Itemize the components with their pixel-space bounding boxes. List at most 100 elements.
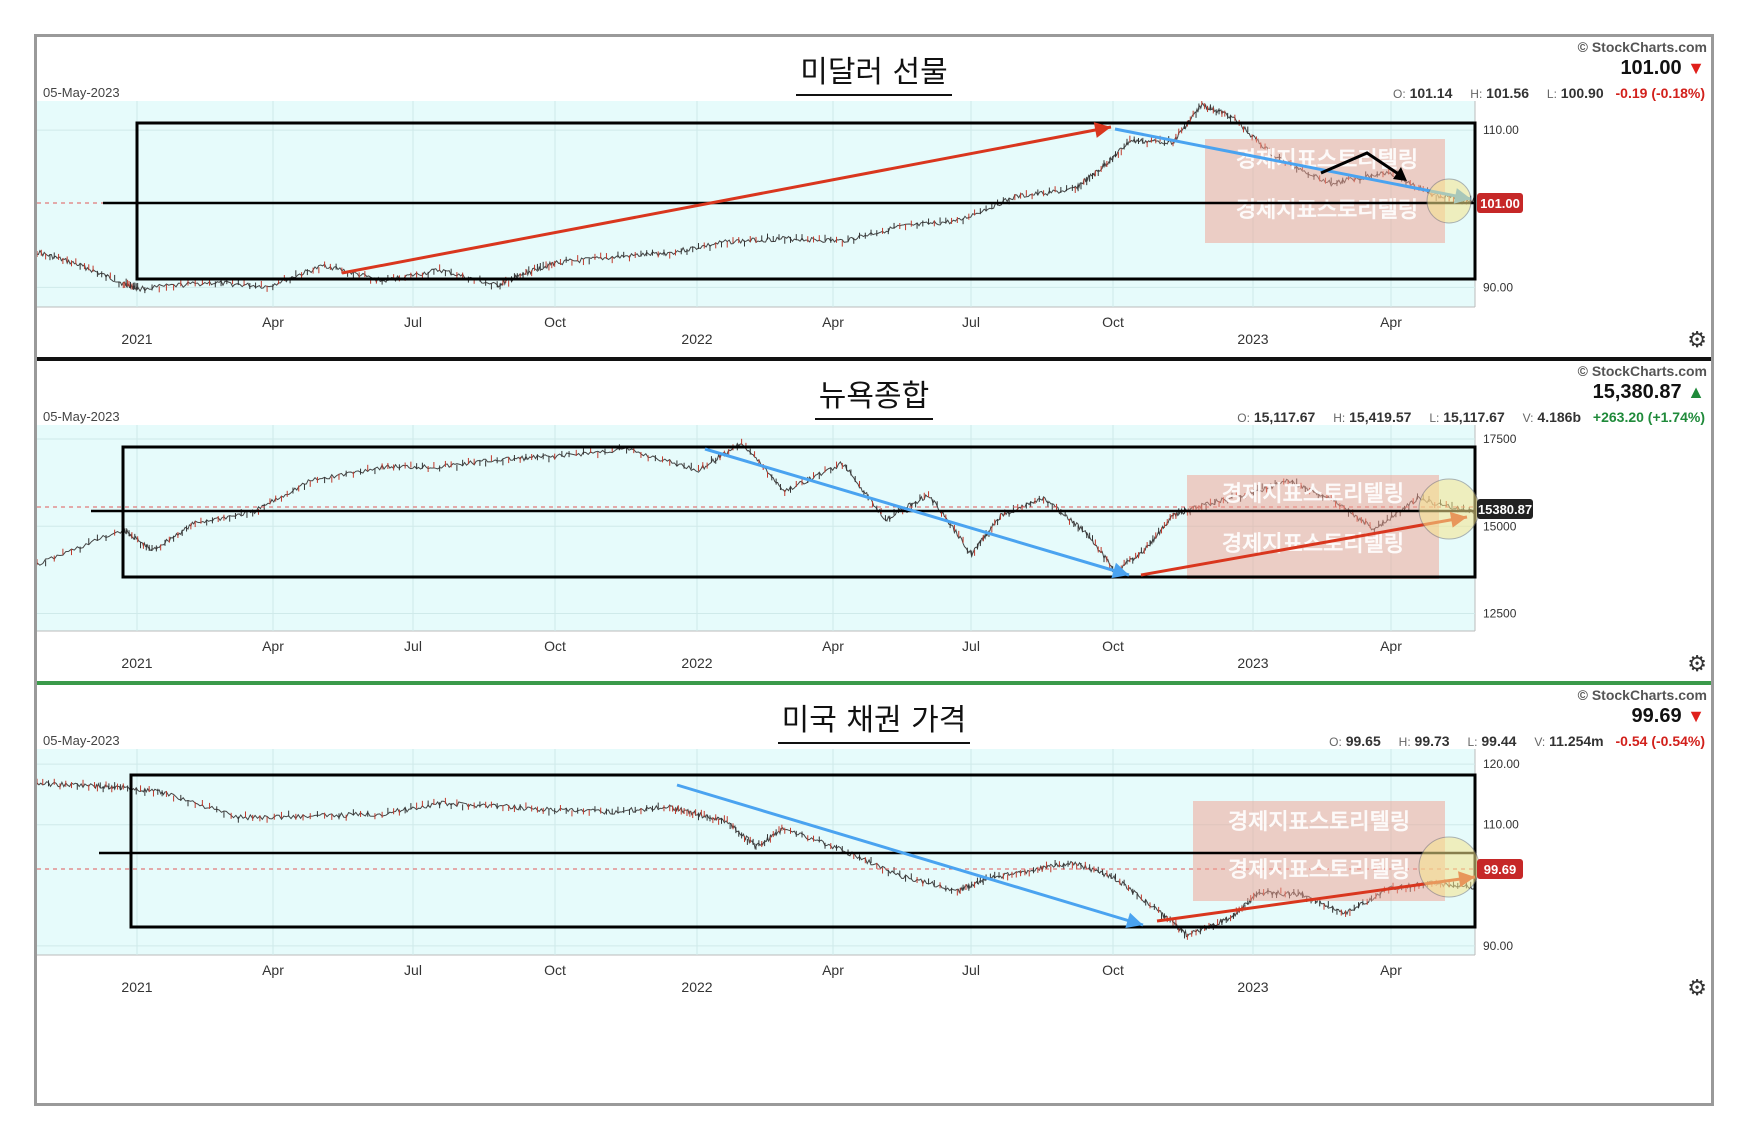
up-arrow-icon: ▲ bbox=[1687, 382, 1705, 402]
panel-title: 미국 채권 가격 bbox=[37, 695, 1711, 744]
panel-title: 뉴욕종합 bbox=[37, 371, 1711, 420]
x-tick-label: Apr bbox=[1380, 638, 1402, 654]
panel-dollar-futures: 미달러 선물 05-May-2023 © StockCharts.com 101… bbox=[37, 37, 1711, 357]
price-chart-svg: 2021 Apr Jul Oct 2022 Apr Jul Oct 2023 Apr 120.00 1… bbox=[37, 749, 1523, 995]
x-tick-label: 2022 bbox=[681, 331, 712, 347]
x-tick-label: Apr bbox=[822, 638, 844, 654]
price-chart-svg: 2021 Apr Jul Oct 2022 Apr Jul Oct 2023 Apr 110.00 9… bbox=[37, 101, 1523, 347]
y-tick-label: 90.00 bbox=[1483, 280, 1513, 294]
open-value: 101.14 bbox=[1409, 85, 1453, 101]
price-tag-label: 101.00 bbox=[1480, 196, 1520, 211]
gear-icon[interactable]: ⚙ bbox=[1687, 975, 1707, 1000]
panel-divider bbox=[37, 357, 1711, 361]
x-tick-label: Apr bbox=[822, 314, 844, 330]
pattern-arrow-line bbox=[1320, 151, 1404, 179]
x-tick-label: Apr bbox=[262, 638, 284, 654]
y-tick-label: 90.00 bbox=[1483, 939, 1513, 953]
copyright: © StockCharts.com bbox=[1577, 39, 1707, 55]
x-tick-label: 2023 bbox=[1237, 331, 1268, 347]
high-value: 101.56 bbox=[1486, 85, 1529, 101]
x-tick-label: Jul bbox=[962, 314, 980, 330]
arrowhead-icon bbox=[1111, 562, 1129, 579]
range-box bbox=[135, 121, 1477, 281]
y-tick-label: 12500 bbox=[1483, 607, 1517, 621]
high-value: 99.73 bbox=[1414, 733, 1450, 749]
change-value: -0.19 (-0.18%) bbox=[1615, 85, 1705, 101]
x-tick-label: Oct bbox=[1102, 638, 1124, 654]
down-arrow-icon: ▼ bbox=[1687, 58, 1705, 78]
panel-nyse-composite: 뉴욕종합 05-May-2023 © StockCharts.com 15,38… bbox=[37, 361, 1711, 681]
arrowhead-icon bbox=[1093, 122, 1111, 138]
x-tick-label: 2023 bbox=[1237, 655, 1268, 671]
price-tag-label: 99.69 bbox=[1484, 862, 1517, 877]
trend-arrow-line bbox=[1156, 875, 1476, 923]
low-value: 100.90 bbox=[1560, 85, 1604, 101]
panel-title: 미달러 선물 bbox=[37, 47, 1711, 96]
panel-divider bbox=[37, 681, 1711, 685]
x-tick-label: 2021 bbox=[121, 655, 152, 671]
trend-arrow-line bbox=[1140, 515, 1468, 577]
x-tick-label: 2021 bbox=[121, 979, 152, 995]
watermark-text: 경제지표스토리텔링 bbox=[1222, 482, 1404, 507]
x-tick-label: Apr bbox=[822, 962, 844, 978]
ohlc-readout: O: 101.14 H: 101.56 L: 100.90 -0.19 (-0.… bbox=[1393, 85, 1705, 101]
copyright: © StockCharts.com bbox=[1577, 363, 1707, 379]
x-tick-label: Jul bbox=[962, 638, 980, 654]
watermark-box bbox=[1187, 475, 1439, 579]
x-tick-label: Apr bbox=[262, 962, 284, 978]
y-tick-label: 110.00 bbox=[1483, 123, 1519, 137]
x-tick-label: Jul bbox=[404, 638, 422, 654]
last-price: 15,380.87 ▲ bbox=[1592, 381, 1705, 403]
low-value: 15,117.67 bbox=[1443, 409, 1505, 425]
change-value: +263.20 (+1.74%) bbox=[1592, 409, 1705, 425]
x-tick-label: Oct bbox=[544, 962, 566, 978]
y-tick-label: 15000 bbox=[1483, 519, 1517, 533]
highlight-circle bbox=[1418, 478, 1480, 540]
change-value: -0.54 (-0.54%) bbox=[1615, 733, 1705, 749]
x-tick-label: Apr bbox=[1380, 314, 1402, 330]
highlight-circle bbox=[1426, 178, 1472, 224]
chart-date: 05-May-2023 bbox=[43, 733, 120, 748]
x-tick-label: 2023 bbox=[1237, 979, 1268, 995]
y-tick-label: 17500 bbox=[1483, 432, 1517, 446]
x-tick-label: Oct bbox=[544, 314, 566, 330]
highlight-circle bbox=[1418, 836, 1480, 898]
chart-date: 05-May-2023 bbox=[43, 409, 120, 424]
x-tick-label: 2022 bbox=[681, 655, 712, 671]
price-tag bbox=[1477, 499, 1533, 519]
x-tick-label: Oct bbox=[1102, 962, 1124, 978]
trend-arrow-line bbox=[341, 125, 1112, 275]
ohlc-readout: O: 15,117.67 H: 15,419.57 L: 15,117.67 V… bbox=[1237, 409, 1705, 425]
price-tag bbox=[1477, 859, 1523, 879]
x-tick-label: Apr bbox=[262, 314, 284, 330]
high-value: 15,419.57 bbox=[1349, 409, 1412, 425]
volume-value: 11.254m bbox=[1549, 733, 1604, 749]
copyright: © StockCharts.com bbox=[1577, 687, 1707, 703]
open-value: 15,117.67 bbox=[1253, 409, 1316, 425]
y-tick-label: 110.00 bbox=[1483, 818, 1519, 832]
x-tick-label: Jul bbox=[404, 314, 422, 330]
panel-us-bond-price: 미국 채권 가격 05-May-2023 © StockCharts.com 9… bbox=[37, 685, 1711, 1005]
arrowhead-icon bbox=[1393, 167, 1407, 181]
range-box bbox=[129, 773, 1477, 929]
last-price: 99.69 ▼ bbox=[1631, 705, 1705, 727]
x-tick-label: Oct bbox=[1102, 314, 1124, 330]
down-arrow-icon: ▼ bbox=[1687, 706, 1705, 726]
price-tag-label: 15380.87 bbox=[1478, 502, 1532, 517]
x-tick-label: 2021 bbox=[121, 331, 152, 347]
last-price: 101.00 ▼ bbox=[1620, 57, 1705, 79]
x-tick-label: Jul bbox=[404, 962, 422, 978]
watermark-box bbox=[1193, 801, 1445, 901]
y-tick-label: 120.00 bbox=[1483, 757, 1520, 771]
chart-date: 05-May-2023 bbox=[43, 85, 120, 100]
trend-arrow-line bbox=[676, 783, 1144, 927]
x-tick-label: Oct bbox=[544, 638, 566, 654]
chart-frame: 미달러 선물 05-May-2023 © StockCharts.com 101… bbox=[34, 34, 1714, 1106]
volume-value: 4.186b bbox=[1537, 409, 1582, 425]
low-value: 99.44 bbox=[1481, 733, 1517, 749]
gear-icon[interactable]: ⚙ bbox=[1687, 651, 1707, 676]
open-value: 99.65 bbox=[1345, 733, 1381, 749]
gear-icon[interactable]: ⚙ bbox=[1687, 327, 1707, 352]
price-chart-svg: 2021 Apr Jul Oct 2022 Apr Jul Oct 2023 Apr 17500 15… bbox=[37, 425, 1533, 671]
trend-arrow-line bbox=[704, 447, 1130, 577]
